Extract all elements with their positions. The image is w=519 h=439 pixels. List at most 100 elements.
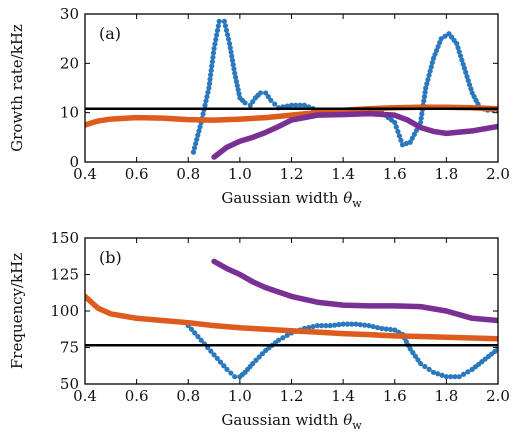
data-point — [465, 78, 471, 84]
x-axis-subscript: w — [352, 197, 362, 210]
data-point — [214, 355, 220, 362]
data-point — [228, 370, 234, 376]
data-point — [461, 65, 468, 71]
plot-frame — [84, 13, 499, 163]
data-point — [427, 68, 433, 74]
data-point — [263, 90, 269, 96]
data-point — [392, 119, 398, 126]
data-layer-0 — [85, 18, 498, 160]
data-point — [268, 97, 274, 103]
data-point — [191, 145, 198, 151]
x-tick-label: 1.4 — [331, 165, 355, 183]
x-axis-title-text: Gaussian width — [221, 189, 343, 207]
data-point — [437, 40, 443, 46]
data-point — [214, 27, 221, 34]
data-point — [456, 49, 462, 55]
x-tick-label: 0.6 — [125, 387, 149, 405]
data-point — [435, 43, 441, 50]
data-point — [439, 372, 445, 378]
panel-1: 0.4 0.6 0.8 1.0 1.2 1.4 1.6 1.8 2.0 50 75 100 125 150… — [8, 229, 510, 432]
y-tick-label: 125 — [50, 266, 79, 284]
data-point — [412, 353, 418, 359]
data-point — [229, 57, 236, 64]
x-tick-label: 1.0 — [228, 387, 252, 405]
data-point — [250, 98, 256, 105]
data-point — [442, 33, 448, 39]
data-point — [221, 363, 227, 369]
data-point — [257, 90, 264, 96]
panel-0: 0.4 0.6 0.8 1.0 1.2 1.4 1.6 1.8 2.0 0 10 20 30 (a) Gau… — [8, 5, 510, 210]
data-point — [211, 45, 217, 52]
data-point — [374, 324, 381, 331]
data-point — [208, 67, 214, 74]
data-point — [379, 325, 385, 332]
data-point — [430, 369, 437, 375]
data-point — [428, 64, 434, 70]
data-point — [226, 41, 233, 47]
data-point — [227, 45, 233, 51]
data-point — [259, 351, 266, 357]
data-point — [230, 62, 236, 68]
data-point — [465, 369, 471, 375]
data-point — [210, 54, 216, 60]
data-point — [242, 100, 248, 106]
data-point — [284, 332, 290, 338]
x-axis-symbol: θ — [343, 411, 352, 429]
data-point — [362, 322, 368, 328]
data-point — [275, 337, 282, 343]
data-point — [455, 45, 461, 51]
data-point — [323, 323, 329, 329]
data-point — [366, 323, 372, 329]
data-point — [435, 371, 441, 377]
data-point — [415, 357, 421, 363]
data-point — [205, 89, 211, 95]
data-point — [223, 27, 230, 33]
data-point — [222, 23, 229, 29]
x-tick-label: 0.4 — [73, 387, 97, 405]
data-point — [407, 139, 413, 145]
y-tick-label: 150 — [50, 229, 79, 247]
data-point — [247, 102, 253, 108]
y-tick-label: 50 — [60, 375, 79, 393]
x-axis-subscript: w — [352, 419, 362, 432]
data-point — [331, 322, 338, 328]
y-axis-title: Frequency/kHz — [8, 253, 26, 369]
data-point — [232, 74, 239, 80]
data-point — [443, 374, 449, 380]
data-point — [327, 323, 333, 329]
data-point — [426, 72, 432, 78]
data-point — [396, 133, 402, 139]
data-point — [203, 98, 209, 104]
data-point — [216, 18, 222, 24]
data-point — [410, 350, 416, 356]
y-tick-label: 75 — [60, 339, 79, 357]
x-tick-label: 1.6 — [383, 165, 407, 183]
series-purple-line — [211, 258, 498, 324]
data-point — [198, 337, 204, 343]
data-point — [293, 102, 299, 108]
data-point — [234, 82, 240, 89]
data-point — [209, 63, 215, 69]
data-point — [208, 72, 214, 78]
data-point — [463, 69, 469, 75]
data-point — [232, 374, 238, 380]
data-point — [221, 18, 227, 24]
data-point — [413, 127, 420, 134]
data-point — [196, 128, 202, 134]
data-point — [438, 36, 444, 42]
x-tick-label: 1.2 — [280, 387, 304, 405]
x-axis-title-text: Gaussian width — [221, 411, 343, 429]
series-purple-line — [211, 110, 498, 160]
data-point — [211, 352, 217, 358]
data-point — [212, 41, 218, 47]
data-point — [213, 36, 219, 43]
data-point — [272, 101, 278, 107]
data-point — [426, 366, 432, 372]
data-point — [457, 53, 464, 59]
data-point — [422, 89, 428, 95]
data-point — [207, 76, 213, 82]
x-tick-label: 0.6 — [125, 165, 149, 183]
data-point — [215, 23, 221, 29]
x-tick-label: 1.4 — [331, 387, 355, 405]
